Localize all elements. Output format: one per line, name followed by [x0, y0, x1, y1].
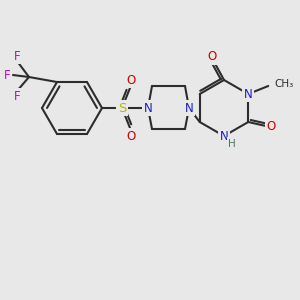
Text: O: O: [126, 130, 136, 142]
Text: N: N: [144, 101, 152, 115]
Text: N: N: [184, 101, 194, 115]
Text: N: N: [220, 130, 228, 142]
Text: N: N: [244, 88, 253, 100]
Text: F: F: [14, 50, 20, 62]
Text: S: S: [118, 101, 126, 115]
Text: O: O: [207, 50, 217, 64]
Text: O: O: [126, 74, 136, 86]
Text: F: F: [4, 68, 10, 82]
Text: O: O: [267, 121, 276, 134]
Text: F: F: [14, 89, 20, 103]
Text: CH₃: CH₃: [274, 79, 293, 89]
Text: H: H: [228, 139, 236, 149]
